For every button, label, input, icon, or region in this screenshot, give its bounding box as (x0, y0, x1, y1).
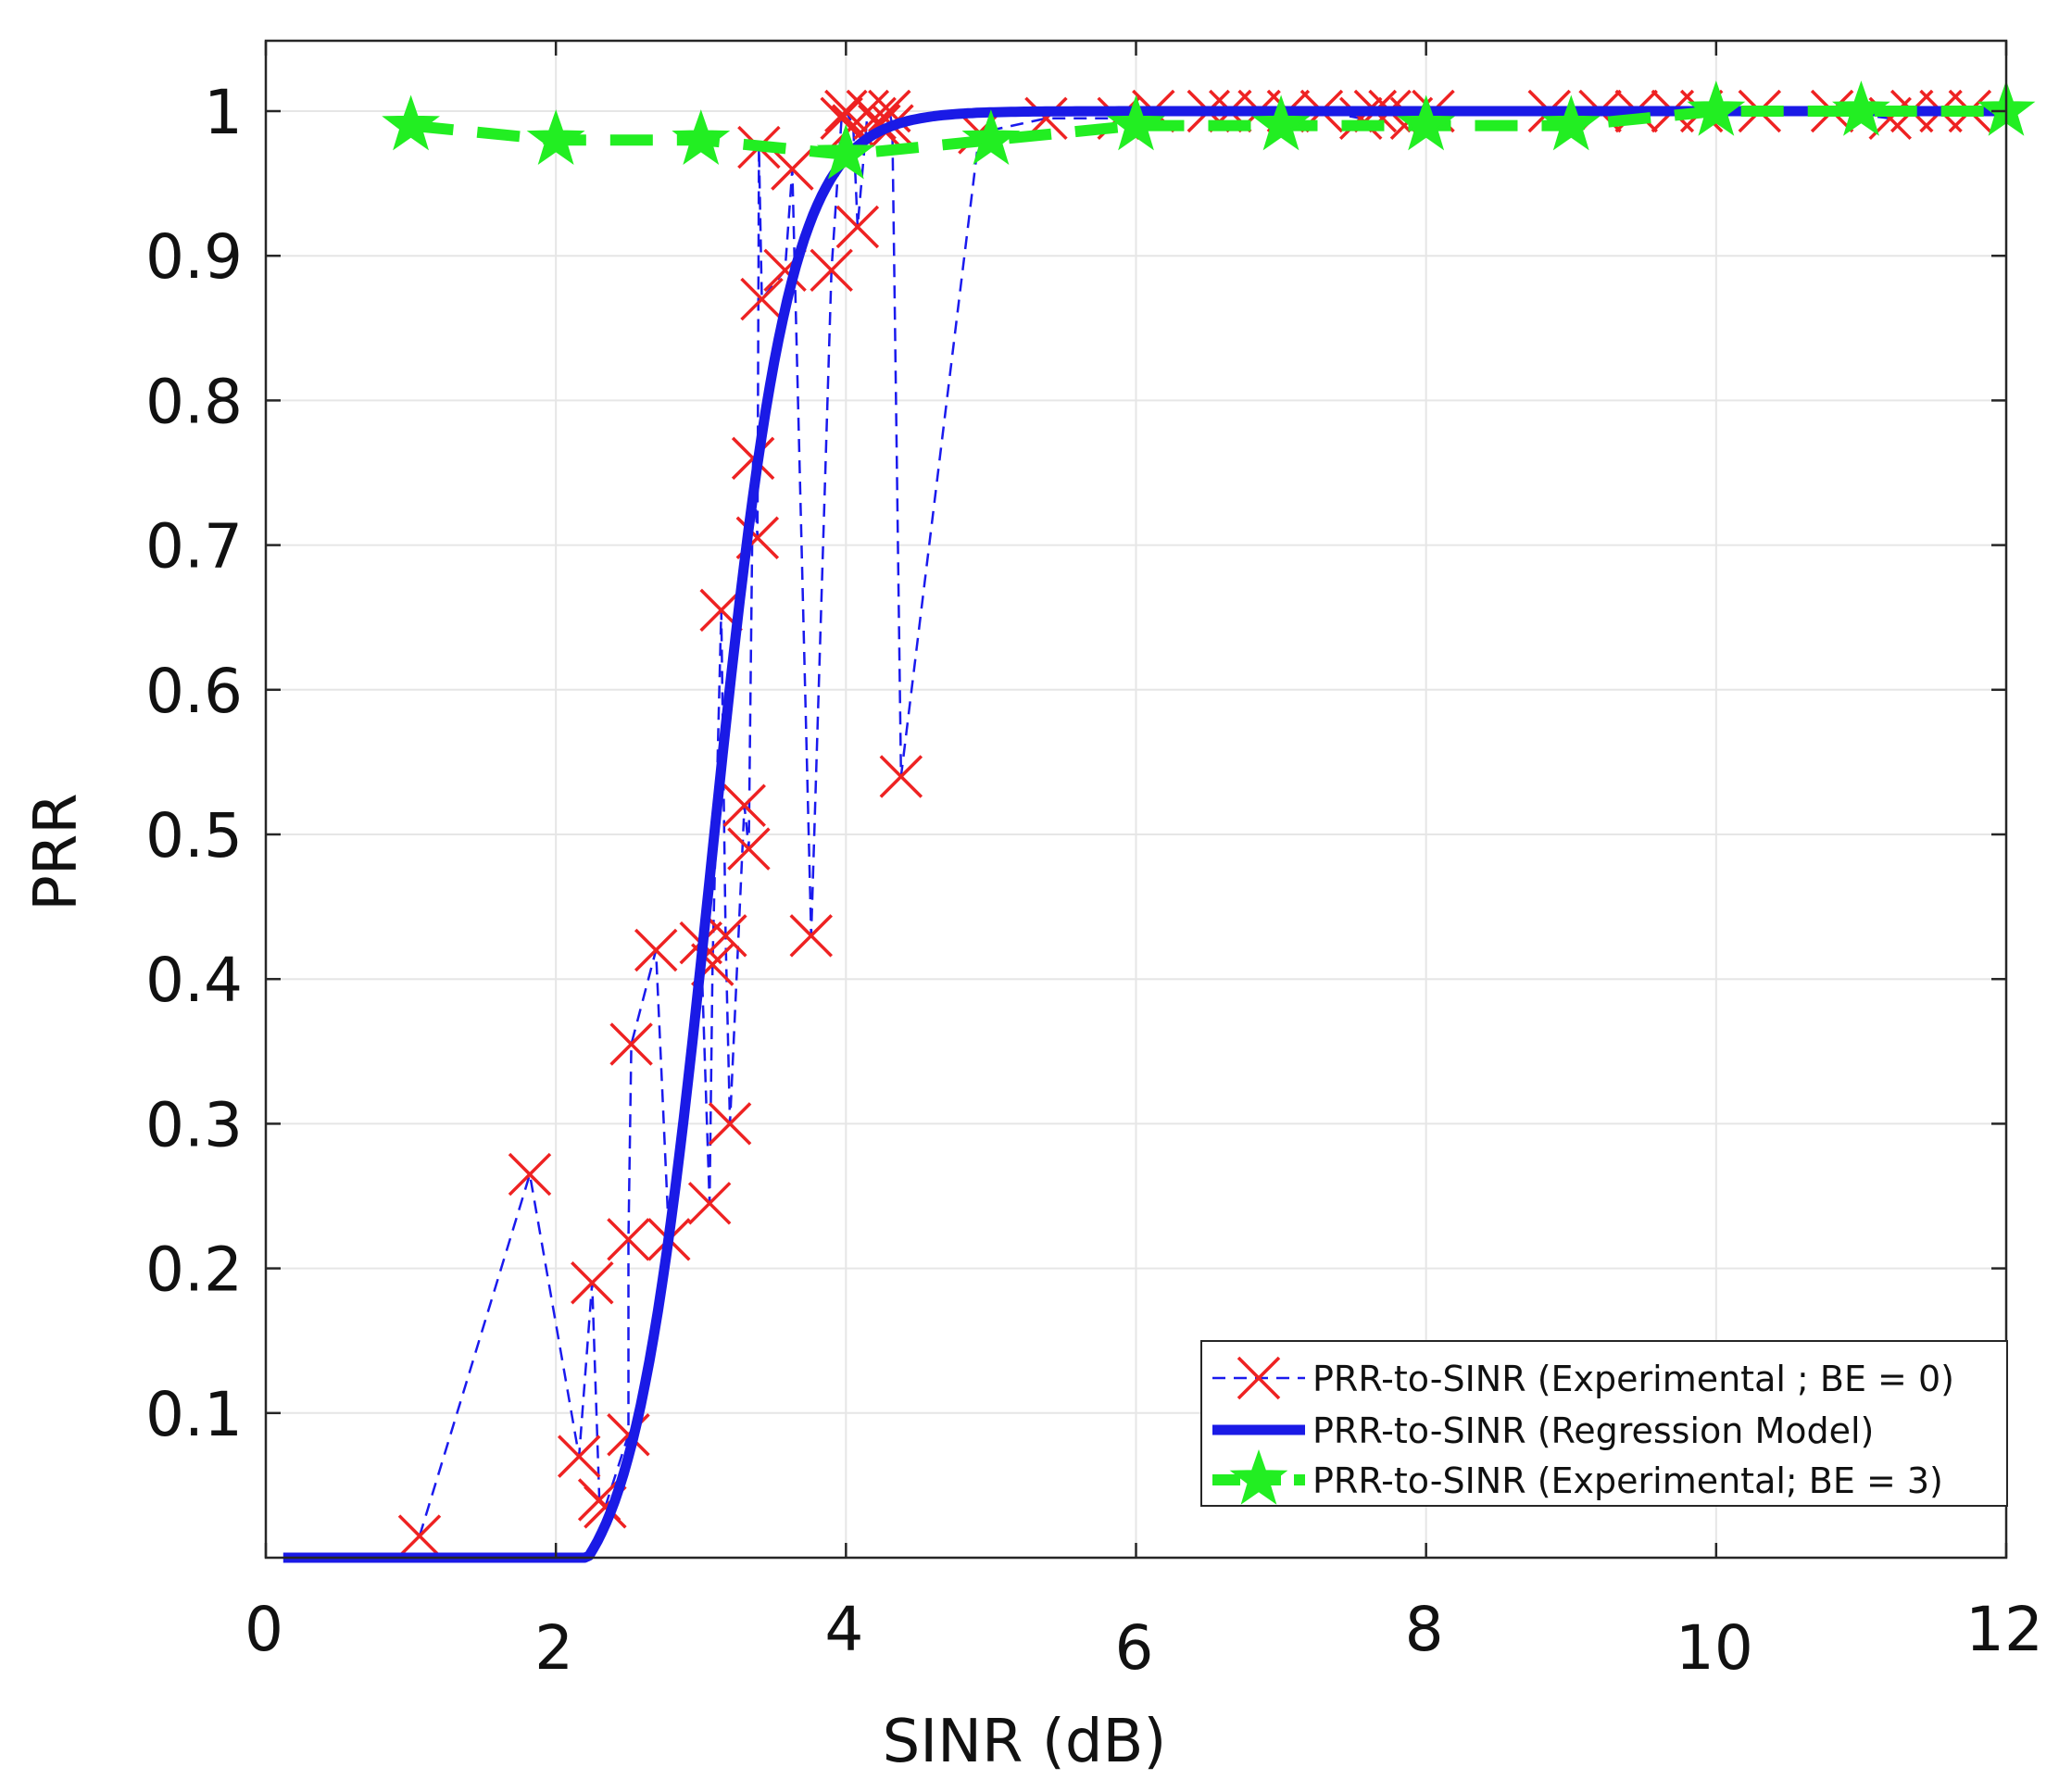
tick-labels: 0 2 4 6 8 10 12 0.1 0.2 0.3 0.4 0.5 0.6 0.7 0.8 0.9 1 (145, 77, 2043, 1684)
x-marker (820, 96, 863, 141)
x-marker-stroke (740, 277, 784, 321)
x-marker-stroke (1338, 96, 1383, 141)
x-tick-label: 10 (1676, 1612, 1753, 1684)
legend-box (1200, 1340, 2008, 1507)
x-marker-stroke (708, 1102, 752, 1146)
y-tick-label: 0.2 (145, 1234, 243, 1306)
x-marker (687, 1182, 732, 1225)
x-marker (1338, 96, 1383, 141)
x-marker (731, 436, 775, 481)
star-marker (816, 123, 875, 180)
x-marker-stroke (687, 1182, 732, 1225)
x-axis-title: SINR (dB) (883, 1708, 1167, 1776)
x-marker-stroke (727, 827, 771, 871)
x-marker-stroke (397, 1514, 442, 1558)
x-marker-stroke (789, 914, 833, 958)
x-marker (508, 1152, 552, 1197)
series-experimental-be3 (382, 80, 2036, 180)
legend-entry-experimental-be0: PRR-to-SINR (Experimental ; BE = 0) (1212, 1356, 1954, 1400)
x-marker (708, 1102, 752, 1146)
x-marker-stroke (853, 96, 897, 141)
star-marker (382, 94, 440, 151)
legend-label: PRR-to-SINR (Experimental ; BE = 0) (1312, 1359, 1954, 1399)
x-tick-label: 6 (1115, 1612, 1154, 1684)
axes-frame (264, 39, 2008, 1560)
star-marker (1251, 94, 1311, 151)
x-marker (722, 783, 766, 827)
x-marker (571, 1260, 614, 1305)
star-marker (1107, 94, 1165, 151)
x-marker (397, 1514, 442, 1558)
star-marker (1397, 94, 1456, 151)
x-marker-stroke (704, 914, 747, 958)
x-marker-stroke (731, 436, 775, 481)
y-tick-label: 0.6 (145, 656, 243, 727)
x-marker (740, 277, 784, 321)
x-marker-stroke (607, 1218, 650, 1261)
y-tick-label: 0.8 (145, 366, 243, 437)
x-marker-stroke (699, 588, 743, 633)
legend: PRR-to-SINR (Experimental ; BE = 0) PRR-t… (1200, 1340, 2008, 1507)
y-tick-label: 0.9 (145, 221, 243, 293)
star-marker (1541, 94, 1601, 151)
x-marker (607, 1218, 650, 1261)
x-marker (634, 928, 678, 972)
y-tick-label: 0.4 (145, 945, 243, 1016)
x-marker (704, 914, 747, 958)
x-marker-stroke (634, 928, 678, 972)
y-tick-label: 0.1 (145, 1379, 243, 1450)
x-marker (609, 1022, 653, 1066)
x-tick-label: 4 (824, 1594, 863, 1665)
x-marker-stroke (571, 1260, 614, 1305)
x-marker-stroke (824, 89, 868, 133)
x-marker (789, 914, 833, 958)
x-tick-label: 8 (1405, 1594, 1444, 1665)
y-tick-label: 1 (204, 77, 243, 148)
x-marker-stroke (557, 1435, 601, 1478)
x-tick-label: 2 (534, 1612, 573, 1684)
y-tick-label: 0.7 (145, 511, 243, 583)
legend-entry-experimental-be3: PRR-to-SINR (Experimental; BE = 3) (1212, 1448, 1943, 1505)
x-marker (835, 205, 880, 249)
x-marker (1237, 1356, 1281, 1400)
x-marker-stroke (1237, 1356, 1281, 1400)
y-axis-title: PRR (22, 793, 91, 911)
x-marker-stroke (835, 205, 880, 249)
star-marker (961, 109, 1021, 165)
legend-star-marker (1229, 1448, 1288, 1505)
x-marker-stroke (609, 1022, 653, 1066)
star-marker (1687, 80, 1746, 136)
x-marker (824, 89, 868, 133)
x-marker-stroke (810, 248, 853, 293)
x-marker-stroke (879, 755, 923, 798)
x-marker (771, 147, 814, 191)
star-marker (672, 109, 731, 165)
x-marker (727, 827, 771, 871)
star-marker (526, 109, 585, 165)
x-tick-label: 0 (245, 1594, 283, 1665)
legend-label: PRR-to-SINR (Experimental; BE = 3) (1312, 1460, 1943, 1501)
x-tick-label: 12 (1965, 1594, 2043, 1665)
star-marker (1832, 80, 1890, 136)
x-marker-stroke (771, 147, 814, 191)
x-marker-stroke (722, 783, 766, 827)
x-marker-stroke (508, 1152, 552, 1197)
legend-label: PRR-to-SINR (Regression Model) (1312, 1410, 1874, 1451)
legend-entry-regression-model: PRR-to-SINR (Regression Model) (1212, 1410, 1874, 1451)
x-marker (879, 755, 923, 798)
series-experimental-be3-line (410, 106, 2006, 160)
x-marker-stroke (820, 96, 863, 141)
x-marker (810, 248, 853, 293)
y-tick-label: 0.3 (145, 1089, 243, 1160)
y-tick-label: 0.5 (145, 800, 243, 871)
x-marker-stroke (868, 89, 911, 133)
x-marker (557, 1435, 601, 1478)
